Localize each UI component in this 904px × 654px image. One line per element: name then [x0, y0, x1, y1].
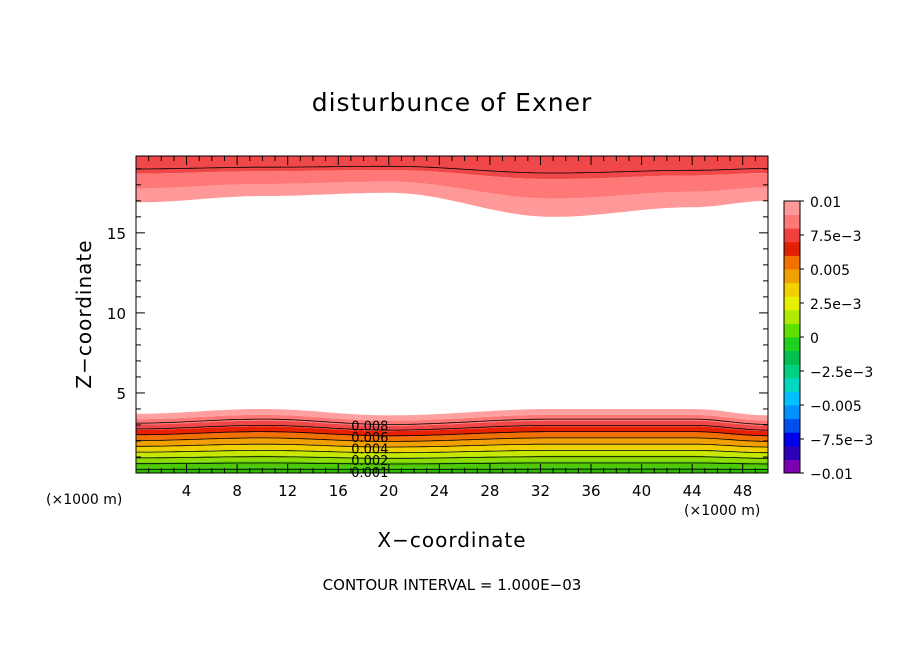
colorbar-swatch: [784, 445, 800, 460]
colorbar-swatch: [784, 228, 800, 243]
x-tick-label: 12: [278, 482, 297, 500]
colorbar-label: 0.005: [810, 263, 850, 279]
colorbar-swatch: [784, 377, 800, 392]
colorbar-swatch: [784, 405, 800, 420]
y-tick-label: 5: [116, 385, 126, 403]
contour-band-lower-4: [136, 443, 768, 452]
x-tick-label: 40: [632, 482, 651, 500]
x-tick-label: 8: [232, 482, 242, 500]
x-tick-label: 36: [581, 482, 600, 500]
contour-line-lower-8: [136, 418, 769, 425]
y-tick-label: 15: [107, 225, 126, 243]
contour-band-lower-3: [136, 449, 768, 458]
x-tick-label: 48: [733, 482, 752, 500]
colorbar-swatch: [784, 418, 800, 433]
colorbar-swatch: [784, 432, 800, 447]
colorbar-swatch: [784, 201, 800, 216]
colorbar-swatch: [784, 459, 800, 474]
colorbar-swatch: [784, 350, 800, 365]
contour-label: 0.002: [351, 454, 388, 469]
colorbar-label: 0: [810, 331, 819, 347]
contour-label: 0.006: [351, 431, 388, 446]
x-tick-label: 20: [379, 482, 398, 500]
contour-band-lower-9: [136, 414, 768, 426]
x-tick-label: 32: [531, 482, 550, 500]
colorbar-label: 0.01: [810, 195, 841, 211]
contour-band-lower-8: [136, 420, 768, 432]
colorbar-swatch: [784, 255, 800, 270]
contour-band-lower-7: [136, 426, 768, 437]
contour-band-lower-6: [136, 432, 768, 442]
colorbar-swatch: [784, 323, 800, 338]
x-tick-label: 24: [430, 482, 449, 500]
contour-band-lower-1: [136, 461, 768, 468]
contour-interval-note: CONTOUR INTERVAL = 1.000E−03: [322, 576, 582, 594]
contour-fills: [136, 156, 768, 473]
x-tick-label: 4: [182, 482, 192, 500]
colorbar-label: −0.005: [810, 399, 862, 415]
colorbar-swatch: [784, 269, 800, 284]
contour-band-upper-1: [136, 170, 768, 199]
axis-ticks: [135, 156, 769, 473]
chart-title: disturbunce of Exner: [311, 88, 593, 117]
colorbar: 0.01 7.5e−3 0.005 2.5e−3 0 −2.5e−3 −0.005 −7.5e…: [783, 195, 873, 483]
x-tick-label: 28: [480, 482, 499, 500]
contour-label: 0.004: [351, 443, 388, 458]
x-axis-label: X−coordinate: [377, 528, 527, 552]
colorbar-label: −0.01: [810, 467, 853, 483]
contour-line-lower-6: [136, 431, 769, 437]
contour-line-lower-7: [136, 425, 768, 431]
x-tick-label: 44: [683, 482, 702, 500]
contour-band-lower-10: [136, 409, 768, 421]
contour-line-lower-4: [136, 443, 769, 448]
colorbar-swatch: [784, 282, 800, 297]
colorbar-swatch: [784, 214, 800, 229]
colorbar-label: −7.5e−3: [810, 433, 873, 449]
contour-line-lower-2: [136, 456, 768, 459]
y-tick-label: 10: [107, 305, 126, 323]
contour-band-upper-2: [136, 156, 768, 180]
colorbar-swatch: [784, 309, 800, 324]
colorbar-swatch: [784, 337, 800, 352]
x-unit-label-left: (×1000 m): [46, 492, 123, 508]
contour-band-upper-0: [136, 181, 768, 217]
x-unit-label-right: (×1000 m): [684, 503, 761, 519]
contour-line-upper: [136, 165, 768, 174]
contour-line-lower-5: [136, 437, 768, 442]
contour-line-lower-1: [136, 462, 768, 465]
y-axis-label: Z−coordinate: [72, 239, 96, 389]
colorbar-swatch: [784, 391, 800, 406]
x-tick-label: 16: [329, 482, 348, 500]
colorbar-label: 2.5e−3: [810, 297, 862, 313]
contour-lines: [136, 165, 769, 470]
contour-band-lower-5: [136, 438, 768, 447]
colorbar-label: −2.5e−3: [810, 365, 873, 381]
colorbar-swatch: [784, 296, 800, 311]
colorbar-label: 7.5e−3: [810, 229, 862, 245]
colorbar-swatch: [784, 364, 800, 379]
contour-label: 0.008: [351, 419, 388, 434]
contour-line-lower-3: [136, 450, 768, 454]
colorbar-swatch: [784, 241, 800, 256]
